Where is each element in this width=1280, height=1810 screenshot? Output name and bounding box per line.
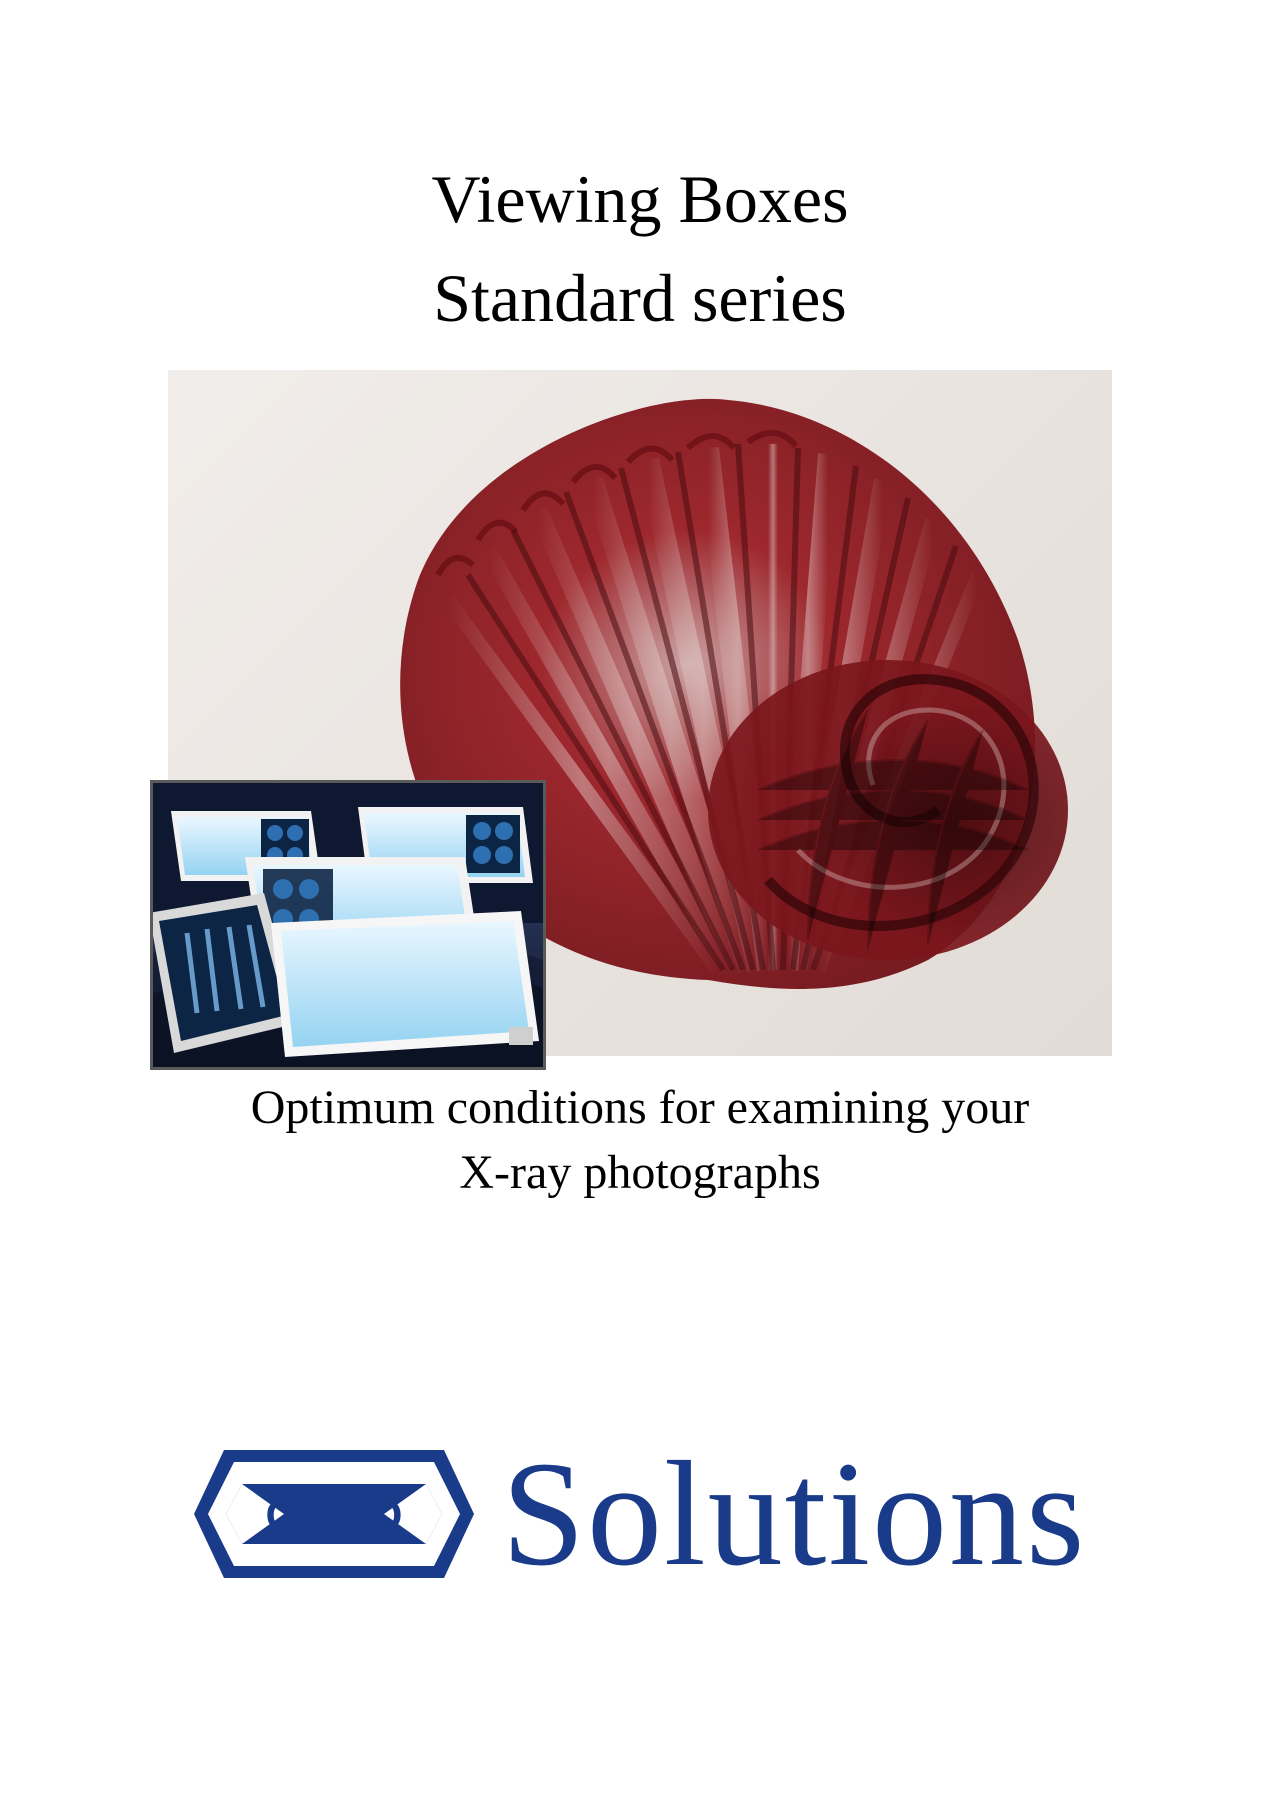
document-page: Viewing Boxes Standard series	[0, 0, 1280, 1810]
title-block: Viewing Boxes Standard series	[0, 150, 1280, 347]
hero-image-area	[168, 370, 1112, 1056]
cawo-logo-text: CAWO	[265, 1491, 402, 1540]
caption-block: Optimum conditions for examining your X-…	[0, 1076, 1280, 1206]
caption-line-1: Optimum conditions for examining your	[0, 1076, 1280, 1141]
title-line-2: Standard series	[0, 249, 1280, 348]
brand-word: Solutions	[502, 1428, 1087, 1600]
title-line-1: Viewing Boxes	[0, 150, 1280, 249]
cawo-logo: CAWO	[194, 1450, 474, 1578]
caption-line-2: X-ray photographs	[0, 1141, 1280, 1206]
viewing-boxes-inset-photo	[150, 780, 546, 1070]
viewing-boxes-svg	[153, 783, 546, 1070]
brand-row: CAWO Solutions	[0, 1428, 1280, 1600]
